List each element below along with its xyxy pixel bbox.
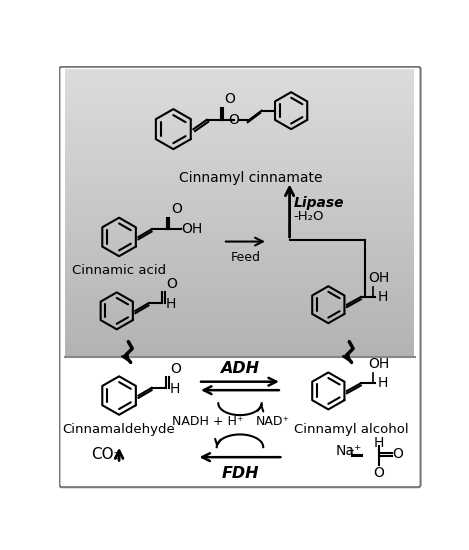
Text: Lipase: Lipase bbox=[294, 196, 344, 210]
Text: ADH: ADH bbox=[220, 361, 259, 376]
Text: Cinnamic acid: Cinnamic acid bbox=[72, 264, 166, 277]
Text: Cinnamyl cinnamate: Cinnamyl cinnamate bbox=[179, 170, 323, 185]
Text: OH: OH bbox=[369, 357, 390, 371]
Text: +: + bbox=[346, 447, 354, 456]
Text: O: O bbox=[170, 361, 181, 376]
Text: O: O bbox=[373, 466, 384, 480]
Text: O: O bbox=[166, 277, 177, 291]
Text: FDH: FDH bbox=[221, 466, 259, 481]
Text: O: O bbox=[393, 447, 403, 461]
Text: O: O bbox=[228, 113, 239, 127]
Text: Cinnamaldehyde: Cinnamaldehyde bbox=[63, 422, 175, 436]
Text: OH: OH bbox=[181, 222, 202, 236]
Text: Feed: Feed bbox=[230, 251, 260, 264]
Text: OH: OH bbox=[369, 271, 390, 285]
Text: -H₂O: -H₂O bbox=[294, 210, 324, 223]
Text: NAD⁺: NAD⁺ bbox=[256, 415, 289, 428]
Text: O: O bbox=[225, 92, 235, 106]
Text: H: H bbox=[373, 436, 384, 450]
Text: H: H bbox=[378, 290, 388, 304]
Text: H: H bbox=[378, 376, 388, 390]
Text: Cinnamyl alcohol: Cinnamyl alcohol bbox=[294, 422, 409, 436]
Text: Na⁺: Na⁺ bbox=[335, 444, 362, 458]
Bar bbox=[65, 357, 414, 484]
Text: NADH + H⁺: NADH + H⁺ bbox=[172, 415, 243, 428]
Text: O: O bbox=[171, 202, 182, 216]
Text: H: H bbox=[166, 297, 176, 311]
Text: H: H bbox=[169, 382, 180, 395]
Text: CO₂: CO₂ bbox=[91, 447, 120, 463]
